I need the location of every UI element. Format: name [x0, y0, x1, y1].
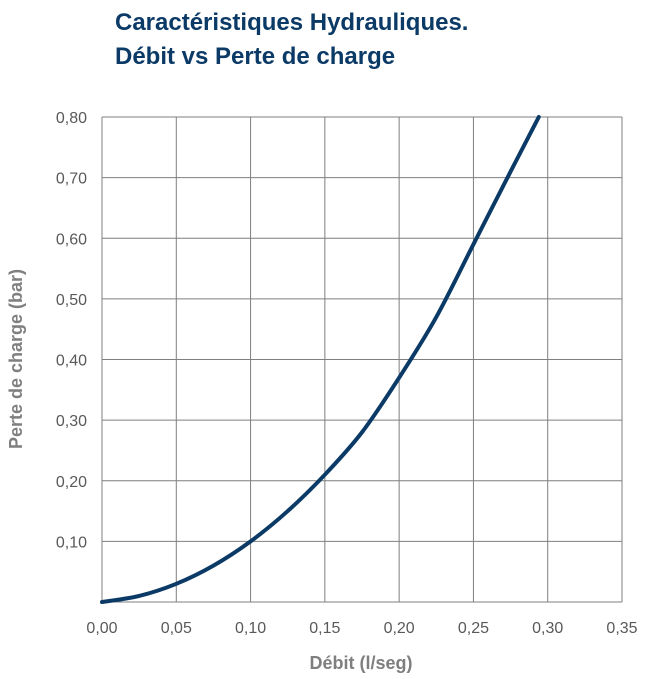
chart-title-line-1: Caractéristiques Hydrauliques.: [115, 9, 469, 36]
y-tick-label: 0,10: [56, 534, 87, 551]
y-tick-label: 0,20: [56, 474, 87, 491]
x-tick-label: 0,30: [532, 620, 563, 637]
y-tick-label: 0,60: [56, 231, 87, 248]
x-tick-label: 0,25: [458, 620, 489, 637]
chart-series: [100, 115, 541, 604]
chart-title: Caractéristiques Hydrauliques. Débit vs …: [115, 6, 468, 74]
series-line: [100, 115, 541, 604]
chart-grid: [101, 116, 623, 603]
x-axis-label: Débit (l/seg): [309, 653, 412, 673]
x-tick-label: 0,10: [235, 620, 266, 637]
x-tick-label: 0,05: [161, 620, 192, 637]
x-axis-ticks: 0,00 0,05 0,10 0,15 0,20 0,25 0,30 0,35: [86, 620, 637, 637]
y-tick-label: 0,30: [56, 413, 87, 430]
x-tick-label: 0,20: [384, 620, 415, 637]
y-tick-label: 0,40: [56, 353, 87, 370]
y-tick-label: 0,80: [56, 110, 87, 127]
chart-title-line-2: Débit vs Perte de charge: [115, 43, 396, 70]
x-tick-label: 0,15: [309, 620, 340, 637]
x-tick-label: 0,00: [86, 620, 117, 637]
y-tick-label: 0,70: [56, 171, 87, 188]
y-axis-label: Perte de charge (bar): [6, 269, 26, 449]
x-tick-label: 0,35: [606, 620, 637, 637]
y-axis-ticks: 0,10 0,20 0,30 0,40 0,50 0,60 0,70 0,80: [56, 110, 87, 551]
y-tick-label: 0,50: [56, 292, 87, 309]
